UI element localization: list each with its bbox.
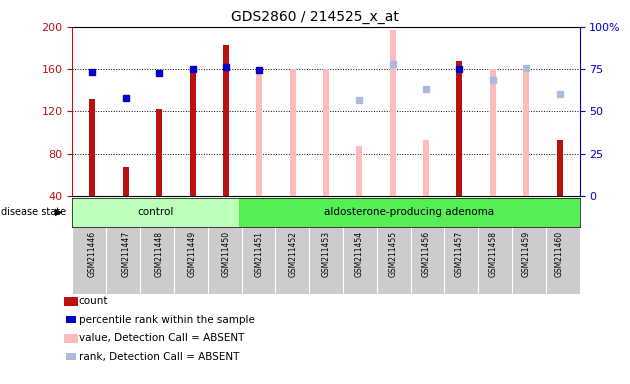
Text: GSM211459: GSM211459 (522, 231, 530, 277)
Bar (423, 140, 429, 196)
Text: GSM211448: GSM211448 (155, 231, 164, 277)
Text: GSM211453: GSM211453 (321, 231, 331, 277)
Bar (89, 99, 96, 196)
Text: GSM211458: GSM211458 (488, 231, 497, 277)
Text: GSM211455: GSM211455 (388, 231, 398, 277)
Text: percentile rank within the sample: percentile rank within the sample (79, 315, 255, 325)
Bar (256, 69, 262, 196)
Text: aldosterone-producing adenoma: aldosterone-producing adenoma (324, 207, 495, 217)
Bar (390, 30, 396, 196)
Bar (357, 146, 362, 196)
Text: value, Detection Call = ABSENT: value, Detection Call = ABSENT (79, 333, 244, 343)
Bar (323, 69, 329, 196)
Bar (523, 69, 529, 196)
Text: ▶: ▶ (55, 207, 63, 217)
Text: GSM211450: GSM211450 (221, 231, 231, 277)
Text: GSM211449: GSM211449 (188, 231, 197, 277)
Text: GSM211456: GSM211456 (421, 231, 431, 277)
Text: rank, Detection Call = ABSENT: rank, Detection Call = ABSENT (79, 352, 239, 362)
Bar (156, 109, 162, 196)
Text: GSM211457: GSM211457 (455, 231, 464, 277)
Bar (556, 140, 563, 196)
Text: GSM211460: GSM211460 (555, 231, 564, 277)
Bar (72, 198, 239, 227)
Bar (190, 69, 195, 196)
Bar (490, 69, 496, 196)
Bar (223, 45, 229, 196)
Text: GSM211451: GSM211451 (255, 231, 264, 277)
Text: disease state: disease state (1, 207, 66, 217)
Bar (457, 61, 462, 196)
Text: GSM211447: GSM211447 (122, 231, 130, 277)
Text: GSM211454: GSM211454 (355, 231, 364, 277)
Text: GSM211452: GSM211452 (288, 231, 297, 277)
Bar (239, 198, 580, 227)
Bar (290, 69, 295, 196)
Text: control: control (138, 207, 174, 217)
Bar (123, 167, 129, 196)
Text: GDS2860 / 214525_x_at: GDS2860 / 214525_x_at (231, 10, 399, 23)
Text: count: count (79, 296, 108, 306)
Text: GSM211446: GSM211446 (88, 231, 97, 277)
